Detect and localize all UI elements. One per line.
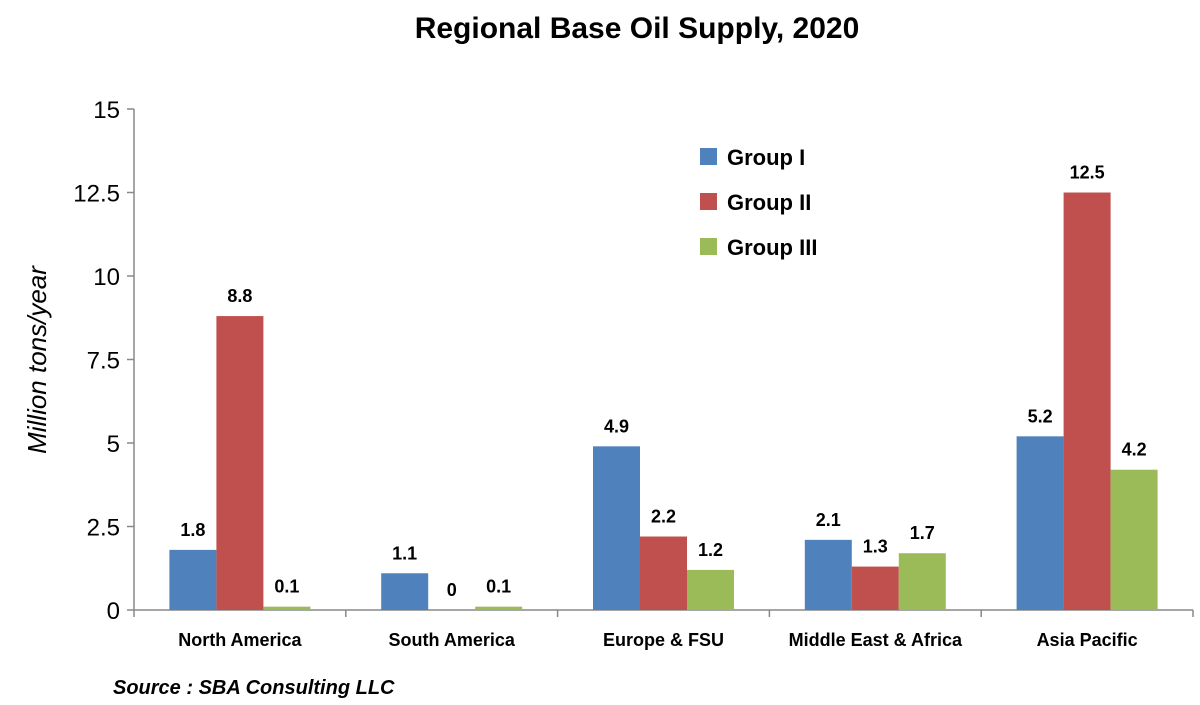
legend-label: Group III: [727, 235, 817, 260]
legend-swatch: [700, 238, 717, 255]
x-tick-label: Europe & FSU: [603, 630, 724, 650]
legend-label: Group I: [727, 145, 805, 170]
data-label: 2.2: [651, 507, 676, 527]
data-label: 1.2: [698, 540, 723, 560]
bar: [1110, 469, 1158, 610]
data-label: 0.1: [486, 577, 511, 597]
legend-swatch: [700, 193, 717, 210]
y-tick-label: 0: [107, 598, 120, 625]
bar: [898, 553, 946, 610]
bar: [1016, 436, 1064, 610]
y-tick-label: 5: [107, 431, 120, 458]
bar: [216, 316, 264, 610]
data-label: 4.2: [1122, 440, 1147, 460]
data-label: 0: [447, 580, 457, 600]
bar: [381, 573, 429, 610]
data-label: 4.9: [604, 416, 629, 436]
data-label: 5.2: [1028, 406, 1053, 426]
x-tick-label: South America: [389, 630, 516, 650]
bars: 1.8 8.8 0.1 1.1 0 0.1 4.9 2.2 1.2 2.1 1.3 1.7 5.2 12.…: [169, 163, 1158, 610]
legend: Group I Group II Group III: [700, 145, 817, 260]
x-tick-label: North America: [178, 630, 302, 650]
bar: [593, 446, 640, 610]
bar: [851, 566, 899, 610]
data-label: 1.3: [863, 537, 888, 557]
data-label: 1.1: [392, 543, 417, 563]
bar: [687, 569, 734, 610]
chart-title: Regional Base Oil Supply, 2020: [415, 12, 860, 45]
axes: 0 2.5 5 7.5 10 12.5 15 North America South Ameri…: [73, 97, 1194, 650]
data-label: 2.1: [816, 510, 841, 530]
bar: [1063, 192, 1111, 610]
data-label: 12.5: [1070, 163, 1105, 183]
y-axis-label: Million tons/year: [22, 265, 52, 454]
data-label: 8.8: [227, 286, 252, 306]
legend-swatch: [700, 148, 717, 165]
data-label: 1.7: [910, 523, 935, 543]
bar: [475, 606, 523, 610]
x-tick-label: Middle East & Africa: [789, 630, 963, 650]
y-tick-label: 2.5: [87, 515, 120, 542]
y-tick-label: 12.5: [73, 181, 120, 208]
source-note: Source : SBA Consulting LLC: [113, 677, 395, 699]
data-label: 0.1: [274, 577, 299, 597]
y-tick-label: 7.5: [87, 348, 120, 375]
y-tick-label: 15: [93, 97, 120, 124]
legend-label: Group II: [727, 190, 811, 215]
y-tick-label: 10: [93, 264, 120, 291]
data-label: 1.8: [180, 520, 205, 540]
bar: [804, 539, 852, 610]
x-tick-label: Asia Pacific: [1037, 630, 1138, 650]
bar: [640, 536, 687, 610]
bar: [263, 606, 311, 610]
bar: [169, 549, 217, 610]
